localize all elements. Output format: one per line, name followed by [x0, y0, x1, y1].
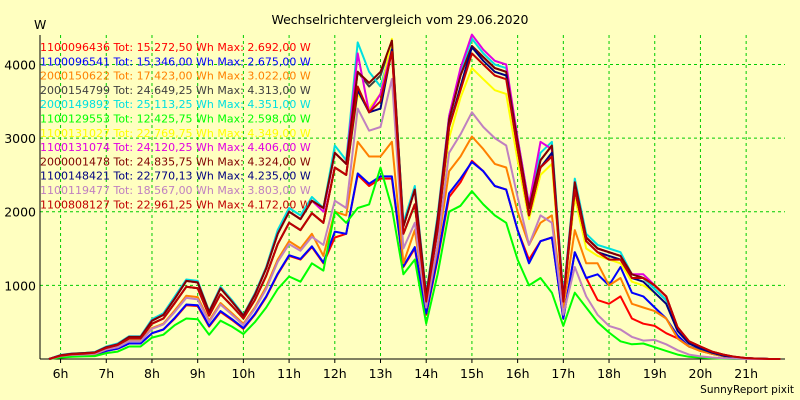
y-tick-labels: 1000 2000 3000 4000: [4, 57, 36, 293]
legend-entry: 1100131027 Tot: 22.769,75 Wh Max: 4.349,…: [40, 127, 311, 140]
legend-entry: 1100096436 Tot: 15.272,50 Wh Max: 2.692,…: [40, 41, 311, 54]
legend-entry: 1100131074 Tot: 24.120,25 Wh Max: 4.406,…: [40, 141, 311, 154]
x-tick-label: 20h: [689, 366, 713, 381]
series-lines: [48, 33, 781, 360]
y-axis-unit: W: [34, 17, 46, 32]
y-tick-label: 3000: [4, 131, 36, 146]
x-tick-label: 19h: [643, 366, 667, 381]
x-tick-label: 21h: [734, 366, 758, 381]
legend-entry: 1100129553 Tot: 12.425,75 Wh Max: 2.598,…: [40, 113, 311, 126]
chart-title: Wechselrichtervergleich vom 29.06.2020: [271, 12, 528, 27]
x-tick-label: 18h: [597, 366, 621, 381]
axes: [39, 35, 785, 363]
y-tick-label: 2000: [4, 205, 36, 220]
series-line-1100119477: [48, 78, 781, 360]
x-tick-label: 13h: [369, 366, 393, 381]
x-tick-label: 7h: [98, 366, 114, 381]
series-line-1100129553: [48, 166, 781, 360]
x-tick-label: 10h: [231, 366, 255, 381]
legend-entry: 2000154799 Tot: 24.649,25 Wh Max: 4.313,…: [40, 84, 311, 97]
x-tick-label: 14h: [414, 366, 438, 381]
x-tick-label: 6h: [53, 366, 69, 381]
legend: 1100096436 Tot: 15.272,50 Wh Max: 2.692,…: [40, 41, 311, 211]
series-line-1100808127: [48, 50, 781, 360]
x-tick-label: 9h: [190, 366, 206, 381]
series-line-1100096541: [48, 161, 781, 360]
x-tick-label: 8h: [144, 366, 160, 381]
series-line-2000149892: [48, 37, 781, 360]
legend-entry: 1100148421 Tot: 22.770,13 Wh Max: 4.235,…: [40, 170, 311, 183]
x-tick-label: 11h: [277, 366, 301, 381]
legend-entry: 2000001478 Tot: 24.835,75 Wh Max: 4.324,…: [40, 155, 311, 168]
x-tick-label: 12h: [323, 366, 347, 381]
x-tick-label: 16h: [506, 366, 530, 381]
x-tick-label: 17h: [551, 366, 575, 381]
legend-entry: 2000149892 Tot: 25.113,25 Wh Max: 4.351,…: [40, 98, 311, 111]
x-tick-labels: 6h 7h 8h 9h 10h 11h 12h 13h 14h 15h 16h 17h 18h 19h 20…: [53, 366, 758, 381]
grid: [40, 35, 785, 359]
x-tick-label: 15h: [460, 366, 484, 381]
y-tick-label: 1000: [4, 278, 36, 293]
legend-entry: 1100096541 Tot: 15.346,00 Wh Max: 2.675,…: [40, 55, 311, 68]
legend-entry: 1100119477 Tot: 18.567,00 Wh Max: 3.803,…: [40, 184, 311, 197]
legend-entry: 1100808127 Tot: 22.961,25 Wh Max: 4.172,…: [40, 198, 311, 211]
footer-credit: SunnyReport pixit: [700, 384, 794, 396]
legend-entry: 2000150622 Tot: 17.423,00 Wh Max: 3.022,…: [40, 70, 311, 83]
y-tick-label: 4000: [4, 57, 36, 72]
